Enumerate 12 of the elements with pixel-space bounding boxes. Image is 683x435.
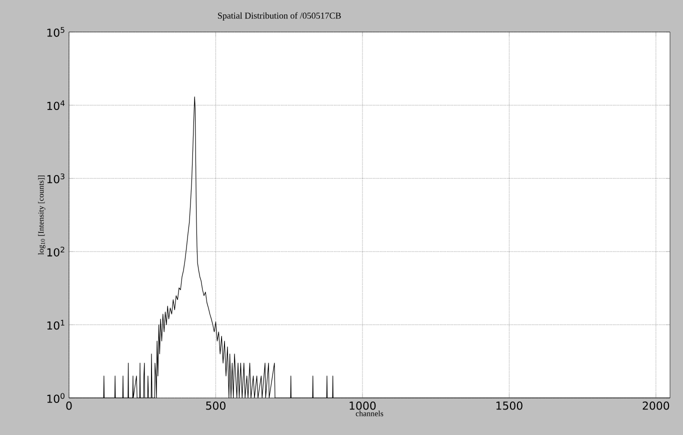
y-tick-label: 10$^{1}$ [47, 320, 64, 330]
y-tick-label: 10$^{2}$ [47, 246, 64, 256]
x-tick-label: 1500 [496, 402, 522, 410]
x-tick-label: 0 [66, 402, 72, 410]
y-tick-label: 10$^{0}$ [47, 393, 64, 403]
x-tick-label: 2000 [642, 402, 670, 410]
y-tick-label: 10$^{3}$ [47, 173, 64, 184]
y-tick-label: 10$^{5}$ [47, 27, 64, 37]
y-tick-label: 10$^{4}$ [47, 100, 65, 110]
chart-title: Spatial Distribution of /050517CB [218, 12, 341, 20]
x-tick-label: 1000 [350, 402, 376, 410]
x-tick-label: 500 [206, 402, 226, 410]
